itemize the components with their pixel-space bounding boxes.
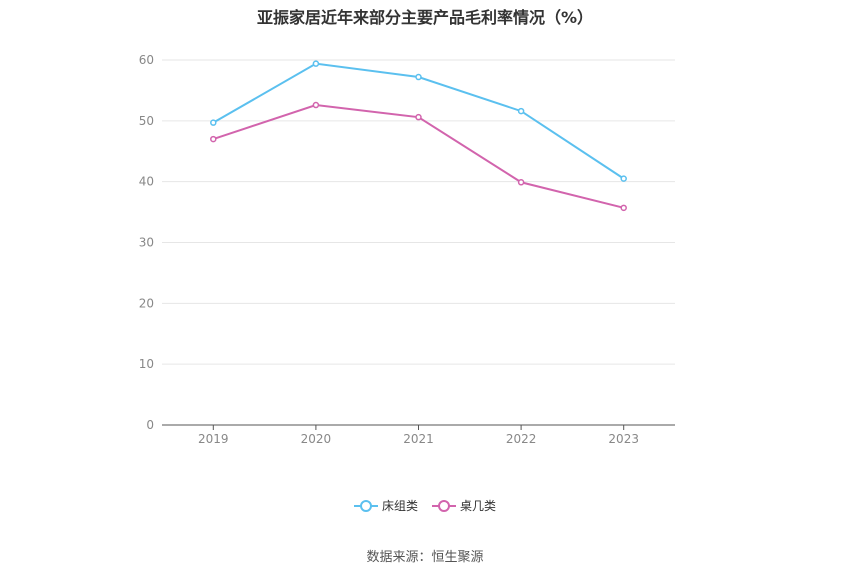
x-axis: 2019 2020 2021 2022 2023 (162, 424, 675, 446)
y-tick-label: 50 (139, 114, 154, 128)
data-point (620, 204, 627, 212)
legend: 床组类 桌几类 (0, 497, 850, 514)
legend-item-series-1[interactable]: 桌几类 (432, 497, 496, 514)
legend-label: 桌几类 (460, 499, 497, 513)
data-point (517, 179, 525, 186)
y-tick-label: 20 (139, 296, 154, 310)
data-point (210, 119, 217, 126)
legend-label: 床组类 (381, 499, 418, 513)
chart-title: 亚振家居近年来部分主要产品毛利率情况（%） (256, 8, 594, 27)
legend-marker-icon (353, 499, 378, 512)
data-point (415, 73, 422, 81)
data-point (312, 101, 320, 109)
y-tick-label: 30 (139, 236, 154, 250)
series-layer (210, 60, 627, 212)
y-tick-label: 0 (146, 418, 154, 432)
data-point (517, 107, 525, 115)
y-tick-label: 10 (139, 357, 154, 371)
x-tick-label: 2022 (506, 432, 537, 446)
x-tick-label: 2023 (608, 432, 639, 446)
data-point (620, 175, 627, 182)
x-tick-label: 2020 (301, 432, 332, 446)
data-point (415, 113, 422, 121)
legend-marker-icon (432, 499, 456, 512)
legend-item-series-0[interactable]: 床组类 (353, 497, 418, 514)
data-point (210, 135, 217, 143)
line-chart: 0 10 20 30 40 50 60 2019 2020 2021 2022 2023 (139, 53, 675, 446)
y-tick-label: 60 (139, 53, 154, 67)
data-point (312, 60, 320, 67)
gridlines (162, 59, 675, 365)
y-axis: 0 10 20 30 40 50 60 (139, 53, 154, 432)
y-tick-label: 40 (139, 175, 154, 189)
data-source: 数据来源：恒生聚源 (366, 550, 484, 565)
x-tick-label: 2021 (403, 432, 434, 446)
x-tick-label: 2019 (198, 432, 229, 446)
